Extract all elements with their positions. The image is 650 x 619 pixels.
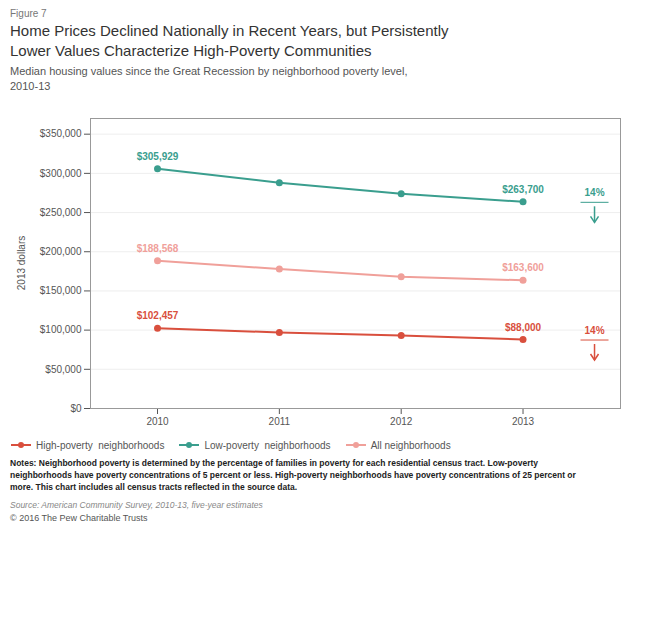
svg-text:$263,700: $263,700 (502, 184, 544, 195)
svg-text:$0: $0 (70, 402, 82, 413)
svg-text:2010: 2010 (146, 415, 169, 426)
html-text:High-poverty neighborhoods: High-poverty neighborhoods (36, 439, 165, 451)
svg-text:$100,000: $100,000 (40, 324, 82, 335)
html-text:Median housing values since th: Median housing values since the Great Re… (10, 65, 408, 92)
svg-text:14%: 14% (585, 187, 605, 198)
svg-text:$350,000: $350,000 (40, 128, 82, 139)
svg-text:2011: 2011 (269, 415, 291, 426)
html-text:© 2016 The Pew Charitable Trus: © 2016 The Pew Charitable Trusts (10, 512, 148, 523)
svg-text:2012: 2012 (390, 415, 413, 426)
svg-text:2013 dollars: 2013 dollars (16, 235, 27, 289)
svg-text:$88,000: $88,000 (505, 321, 542, 332)
svg-text:$188,568: $188,568 (137, 243, 179, 254)
svg-text:$300,000: $300,000 (40, 167, 82, 178)
svg-text:$150,000: $150,000 (40, 285, 82, 296)
html-text:Figure 7: Figure 7 (10, 8, 47, 19)
svg-text:$50,000: $50,000 (45, 363, 82, 374)
svg-text:14%: 14% (585, 325, 605, 336)
svg-text:$200,000: $200,000 (40, 246, 82, 257)
html-text:Source: American Community Sur: Source: American Community Survey, 2010-… (10, 499, 263, 510)
html-text:Home Prices Declined Nationall: Home Prices Declined Nationally in Recen… (10, 22, 449, 59)
html-text:All neighborhoods: All neighborhoods (370, 439, 451, 451)
html-text:Low-poverty neighborhoods: Low-poverty neighborhoods (204, 439, 331, 451)
html-text:Notes: Neighborhood poverty is: Notes: Neighborhood poverty is determine… (10, 457, 576, 493)
svg-text:$163,600: $163,600 (502, 262, 544, 273)
svg-text:$305,929: $305,929 (137, 151, 179, 162)
svg-text:2013: 2013 (512, 415, 535, 426)
svg-text:$250,000: $250,000 (40, 206, 82, 217)
svg-text:$102,457: $102,457 (137, 310, 179, 321)
